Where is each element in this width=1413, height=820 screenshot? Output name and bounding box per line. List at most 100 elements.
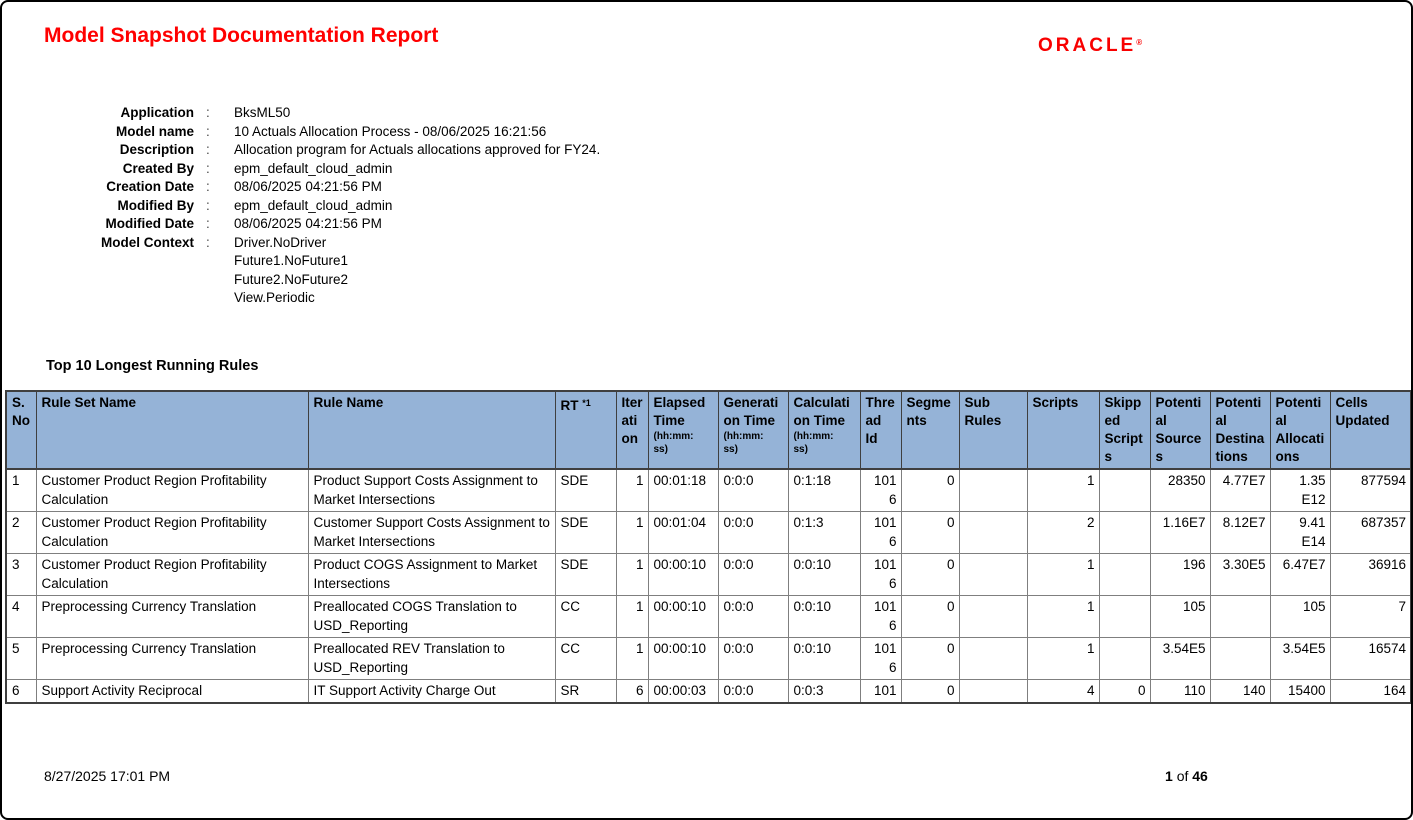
table-header-row: S. No Rule Set Name Rule Name RT *1 Iteratio… <box>5 390 1411 470</box>
cell-potential-destinations: 3.30E5 <box>1209 553 1271 596</box>
col-header-label: Scripts <box>1032 395 1079 410</box>
table-row: 5 Preprocessing Currency Translation Preal… <box>5 637 1411 680</box>
cell-rule-set-name: Preprocessing Currency Translation <box>35 637 309 680</box>
cell-potential-sources: 196 <box>1149 553 1211 596</box>
cell-calculation-time: 0:1:18 <box>787 468 861 512</box>
cell-potential-sources: 3.54E5 <box>1149 637 1211 680</box>
cell-potential-sources: 110 <box>1149 679 1211 704</box>
col-header-label: Iteration <box>621 395 643 446</box>
cell-potential-destinations <box>1209 637 1271 680</box>
metadata-separator: : <box>206 197 210 213</box>
col-header-label: S. No <box>12 395 30 428</box>
cell-rule-name: Preallocated REV Translation to USD_Repo… <box>307 637 556 680</box>
cell-potential-allocations: 105 <box>1269 595 1331 638</box>
cell-skipped-scripts <box>1098 595 1151 638</box>
footer-date: 8/27/2025 17:01 PM <box>44 768 171 784</box>
cell-segments: 0 <box>900 679 960 704</box>
cell-elapsed-time: 00:01:18 <box>647 468 719 512</box>
cell-potential-destinations: 8.12E7 <box>1209 511 1271 554</box>
cell-calculation-time: 0:0:10 <box>787 595 861 638</box>
table-row: 1 Customer Product Region Profitability C… <box>5 468 1411 512</box>
cell-skipped-scripts <box>1098 468 1151 512</box>
col-header-label: Rule Set Name <box>41 395 137 410</box>
table-row: 6 Support Activity Reciprocal IT Support A… <box>5 679 1411 704</box>
col-header-label: Cells Updated <box>1335 395 1390 428</box>
cell-skipped-scripts: 0 <box>1098 679 1151 704</box>
cell-potential-destinations: 4.77E7 <box>1209 468 1271 512</box>
cell-calculation-time: 0:0:10 <box>787 553 861 596</box>
cell-iteration: 1 <box>615 511 649 554</box>
page-title: Model Snapshot Documentation Report <box>44 24 439 47</box>
col-header-rule-name: Rule Name <box>307 390 556 470</box>
cell-potential-destinations <box>1209 595 1271 638</box>
col-header-generation-time: Generation Time (hh:mm: ss) <box>717 390 789 470</box>
cell-potential-allocations: 1.35 E12 <box>1269 468 1331 512</box>
cell-generation-time: 0:0:0 <box>717 553 789 596</box>
metadata-label: Model Context <box>101 234 194 250</box>
cell-thread-id: 101 6 <box>859 637 902 680</box>
col-header-sublabel: (hh:mm: ss) <box>793 431 834 455</box>
metadata-label: Description <box>119 142 194 157</box>
metadata-value: 08/06/2025 04:21:56 PM <box>234 216 382 231</box>
col-header-label: Generation Time <box>723 395 779 428</box>
metadata-block: Application: BksML50 Model name: 10 Actuals… <box>2 104 600 308</box>
cell-scripts: 2 <box>1026 511 1100 554</box>
footer-page-indicator: 1 of 46 <box>1165 768 1208 784</box>
cell-cells-updated: 7 <box>1329 595 1411 638</box>
col-header-potential-sources: Potential Sources <box>1149 390 1211 470</box>
col-header-label: Potential Sources <box>1155 395 1202 464</box>
cell-thread-id: 101 6 <box>859 553 902 596</box>
col-header-label: Thread Id <box>865 395 895 446</box>
col-header-elapsed-time: Elapsed Time (hh:mm: ss) <box>647 390 719 470</box>
col-header-s-no: S. No <box>5 390 37 470</box>
col-header-rt: RT *1 <box>554 390 617 470</box>
metadata-value: Allocation program for Actuals allocatio… <box>234 142 601 157</box>
col-header-iteration: Iteration <box>615 390 649 470</box>
metadata-label: Creation Date <box>106 179 194 194</box>
cell-rule-set-name: Support Activity Reciprocal <box>35 679 309 704</box>
col-header-cells-updated: Cells Updated <box>1329 390 1411 470</box>
metadata-row: Application: BksML50 <box>2 104 600 123</box>
metadata-separator: : <box>206 160 210 176</box>
rules-table: S. No Rule Set Name Rule Name RT *1 Iteratio… <box>5 390 1411 704</box>
cell-sub-rules <box>958 637 1028 680</box>
metadata-value: epm_default_cloud_admin <box>234 197 393 213</box>
col-header-label: RT <box>560 398 579 413</box>
cell-scripts: 1 <box>1026 468 1100 512</box>
cell-scripts: 1 <box>1026 595 1100 638</box>
cell-generation-time: 0:0:0 <box>717 468 789 512</box>
cell-cells-updated: 16574 <box>1329 637 1411 680</box>
cell-elapsed-time: 00:00:10 <box>647 553 719 596</box>
cell-rt: CC <box>554 637 617 680</box>
cell-rt: SDE <box>554 468 617 512</box>
cell-s-no: 3 <box>5 553 37 596</box>
metadata-row: Creation Date: 08/06/2025 04:21:56 PM <box>2 178 600 197</box>
section-title: Top 10 Longest Running Rules <box>46 358 259 374</box>
cell-segments: 0 <box>900 637 960 680</box>
cell-rule-set-name: Customer Product Region Profitability Ca… <box>35 468 309 512</box>
cell-scripts: 4 <box>1026 679 1100 704</box>
cell-calculation-time: 0:1:3 <box>787 511 861 554</box>
metadata-label: Model name <box>115 123 194 139</box>
oracle-logo: ORACLE® <box>1038 35 1142 55</box>
col-header-sub-rules: Sub Rules <box>958 390 1028 470</box>
footer-page-number: 1 <box>1165 768 1173 784</box>
cell-potential-allocations: 3.54E5 <box>1269 637 1331 680</box>
cell-skipped-scripts <box>1098 511 1151 554</box>
cell-generation-time: 0:0:0 <box>717 637 789 680</box>
col-header-label: Potential Allocations <box>1275 395 1325 464</box>
cell-segments: 0 <box>900 468 960 512</box>
cell-rt: SR <box>554 679 617 704</box>
col-header-label: Potential Destinations <box>1215 395 1265 464</box>
col-header-sublabel: (hh:mm: ss) <box>653 431 694 455</box>
col-header-label: Skipped Scripts <box>1104 395 1143 464</box>
metadata-value: Driver.NoDriver Future1.NoFuture1 Future… <box>234 234 349 306</box>
cell-generation-time: 0:0:0 <box>717 595 789 638</box>
cell-potential-sources: 1.16E7 <box>1149 511 1211 554</box>
cell-rule-name: Product Support Costs Assignment to Mark… <box>307 468 556 512</box>
cell-thread-id: 101 6 <box>859 595 902 638</box>
metadata-label: Modified By <box>117 197 195 213</box>
cell-rule-name: IT Support Activity Charge Out <box>307 679 556 704</box>
cell-sub-rules <box>958 679 1028 704</box>
cell-sub-rules <box>958 468 1028 512</box>
